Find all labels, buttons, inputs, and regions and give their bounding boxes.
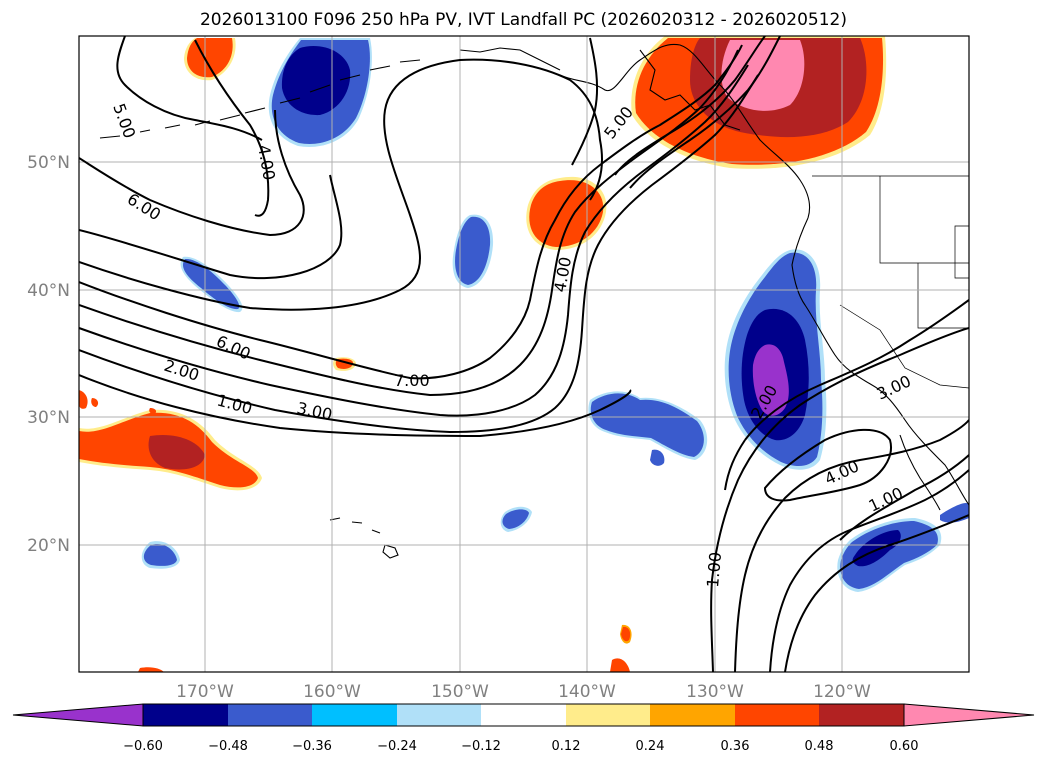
lat-label-20n: 20°N — [27, 536, 70, 556]
pv-contours — [79, 36, 969, 672]
map-frame — [78, 35, 970, 673]
colorbar-tick-label: −0.12 — [461, 739, 501, 754]
lon-label-160w: 160°W — [303, 682, 361, 702]
contour-east-2 — [734, 419, 969, 672]
alaska-coast — [559, 43, 811, 219]
colorbar-tick-label: 0.24 — [636, 739, 665, 754]
contour-big-ridge-2 — [79, 44, 743, 380]
lat-label-40n: 40°N — [27, 281, 70, 301]
colorbar-tick-label: −0.60 — [123, 739, 163, 754]
lon-label-120w: 120°W — [813, 682, 871, 702]
contour-upper-right-2 — [629, 36, 781, 189]
longitude-labels: 170°W 160°W 150°W 140°W 130°W 120°W — [176, 682, 871, 702]
colorbar-tick-label: −0.36 — [292, 739, 332, 754]
colorbar-segment — [312, 704, 397, 726]
colorbar-tick-label: 0.48 — [805, 739, 834, 754]
colorbar-segment — [481, 704, 566, 726]
colorbar-right-extend — [903, 703, 1035, 727]
colorbar: −0.60 −0.48 −0.36 −0.24 −0.12 0.12 0.24 … — [12, 703, 1035, 754]
contour-label: 6.00 — [124, 189, 164, 224]
contour-east-4 — [769, 469, 969, 672]
contour-label: 3.00 — [295, 398, 334, 424]
lat-label-50n: 50°N — [27, 153, 70, 173]
contour-east-6 — [839, 454, 969, 541]
borders — [812, 175, 969, 389]
contour-5-loop — [79, 174, 343, 280]
contour-east-5 — [784, 514, 969, 672]
contour-6-west — [79, 109, 305, 237]
contour-upper-right-3 — [571, 37, 599, 166]
contour-big-ridge-5 — [79, 74, 759, 434]
colorbar-segment — [819, 704, 904, 726]
colorbar-tick-label: 0.36 — [721, 739, 750, 754]
contour-4-west — [194, 39, 270, 217]
contour-east-7 — [724, 439, 746, 491]
gridlines — [79, 36, 969, 672]
colorbar-segment — [397, 704, 481, 726]
colorbar-tick-label: 0.12 — [552, 739, 581, 754]
colorbar-tick-label: −0.48 — [208, 739, 248, 754]
contour-east-1 — [710, 327, 969, 672]
latitude-labels: 50°N 40°N 30°N 20°N — [27, 153, 70, 556]
negative-anomaly-shading — [141, 38, 969, 592]
contour-upper-right-1 — [614, 36, 766, 176]
colorbar-segment — [228, 704, 312, 726]
contour-label: 1.00 — [215, 391, 254, 419]
contour-label: 4.00 — [254, 143, 279, 181]
colorbar-left-extend — [12, 703, 144, 727]
contour-east-3 — [744, 299, 969, 441]
lon-label-170w: 170°W — [176, 682, 234, 702]
aleutian-islands — [99, 59, 421, 139]
lon-label-140w: 140°W — [558, 682, 616, 702]
contour-5-west — [116, 36, 263, 141]
contour-label: 1.00 — [703, 551, 725, 588]
colorbar-segment — [566, 704, 650, 726]
contour-big-ridge-1 — [79, 58, 603, 311]
contour-east-loop — [763, 428, 892, 502]
lon-label-130w: 130°W — [686, 682, 744, 702]
contour-big-ridge-4 — [79, 64, 749, 417]
colorbar-segment — [735, 704, 819, 726]
hawaii-islands — [329, 517, 399, 559]
coastlines — [99, 43, 969, 559]
lon-label-150w: 150°W — [431, 682, 489, 702]
lat-label-30n: 30°N — [27, 408, 70, 428]
colorbar-tick-label: −0.24 — [377, 739, 417, 754]
map-plot-area: 5.00 4.00 6.00 5.00 4.00 6.00 2.00 1.00 … — [79, 36, 969, 672]
colorbar-tick-label: 0.60 — [890, 739, 919, 754]
contour-label: 5.00 — [109, 101, 139, 141]
colorbar-frame — [142, 703, 905, 727]
map-title: 2026013100 F096 250 hPa PV, IVT Landfall… — [199, 10, 847, 30]
contour-big-ridge-6 — [79, 374, 632, 438]
us-west-coast — [791, 217, 969, 506]
contour-label: 7.00 — [394, 371, 430, 390]
contour-label: 3.00 — [874, 371, 914, 403]
colorbar-segment — [143, 704, 228, 726]
colorbar-segment — [650, 704, 735, 726]
